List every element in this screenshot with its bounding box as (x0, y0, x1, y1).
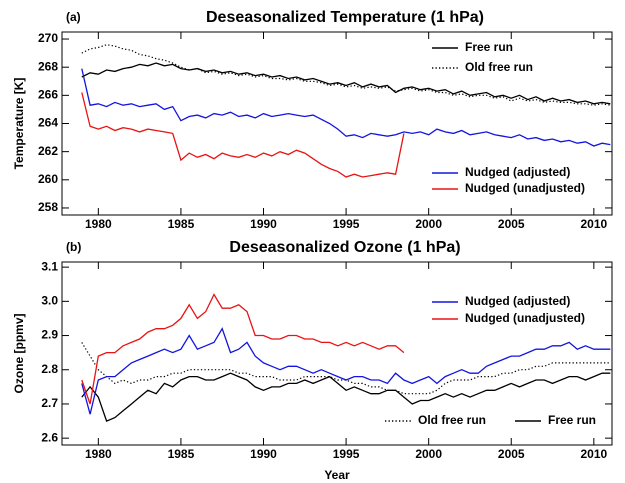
legend-label: Old free run (418, 413, 486, 427)
x-tick-label: 2000 (415, 217, 442, 231)
x-tick-label: 2010 (580, 217, 607, 231)
y-tick-label: 258 (38, 200, 58, 214)
x-tick-label: 1990 (250, 447, 277, 461)
y-tick-label: 2.6 (41, 430, 58, 444)
y-tick-label: 268 (38, 59, 58, 73)
legend-label: Free run (465, 40, 513, 54)
chart-title: Deseasonalized Ozone (1 hPa) (229, 239, 460, 256)
x-tick-label: 1995 (333, 447, 360, 461)
series-line (81, 342, 611, 395)
series-line (81, 327, 611, 415)
x-tick-label: 2005 (498, 217, 525, 231)
series-line (81, 372, 611, 422)
x-tick-label: 1990 (250, 217, 277, 231)
y-tick-label: 2.7 (41, 396, 58, 410)
y-axis-label: Temperature [K] (12, 78, 26, 170)
x-tick-label: 1995 (333, 217, 360, 231)
x-tick-label: 2005 (498, 447, 525, 461)
series-line (81, 293, 405, 405)
x-tick-label: 1985 (168, 217, 195, 231)
y-tick-label: 2.9 (41, 328, 58, 342)
y-tick-label: 270 (38, 31, 58, 45)
y-tick-label: 2.8 (41, 362, 58, 376)
series-line (81, 62, 611, 105)
panel-label: (b) (66, 240, 81, 254)
series-line (81, 44, 611, 106)
y-axis-label: Ozone [ppmv] (12, 313, 26, 393)
y-tick-label: 266 (38, 88, 58, 102)
legend-label: Nudged (unadjusted) (465, 181, 585, 195)
x-tick-label: 2000 (415, 447, 442, 461)
x-tick-label: 1980 (85, 447, 112, 461)
panel-label: (a) (66, 10, 81, 24)
y-tick-label: 3.1 (41, 259, 58, 273)
series-line (81, 68, 611, 147)
y-tick-label: 260 (38, 172, 58, 186)
chart-title: Deseasonalized Temperature (1 hPa) (206, 9, 484, 26)
legend-label: Old free run (465, 60, 533, 74)
x-tick-label: 1985 (168, 447, 195, 461)
x-axis-label: Year (324, 468, 350, 482)
legend-label: Free run (548, 413, 596, 427)
series-line (81, 92, 405, 178)
y-tick-label: 3.0 (41, 294, 58, 308)
legend-label: Nudged (unadjusted) (465, 311, 585, 325)
plot-frame (61, 261, 613, 446)
x-tick-label: 2010 (580, 447, 607, 461)
legend-label: Nudged (adjusted) (465, 165, 570, 179)
y-tick-label: 264 (38, 116, 58, 130)
plot-frame (61, 31, 613, 216)
y-tick-label: 262 (38, 144, 58, 158)
x-tick-label: 1980 (85, 217, 112, 231)
legend-label: Nudged (adjusted) (465, 294, 570, 308)
